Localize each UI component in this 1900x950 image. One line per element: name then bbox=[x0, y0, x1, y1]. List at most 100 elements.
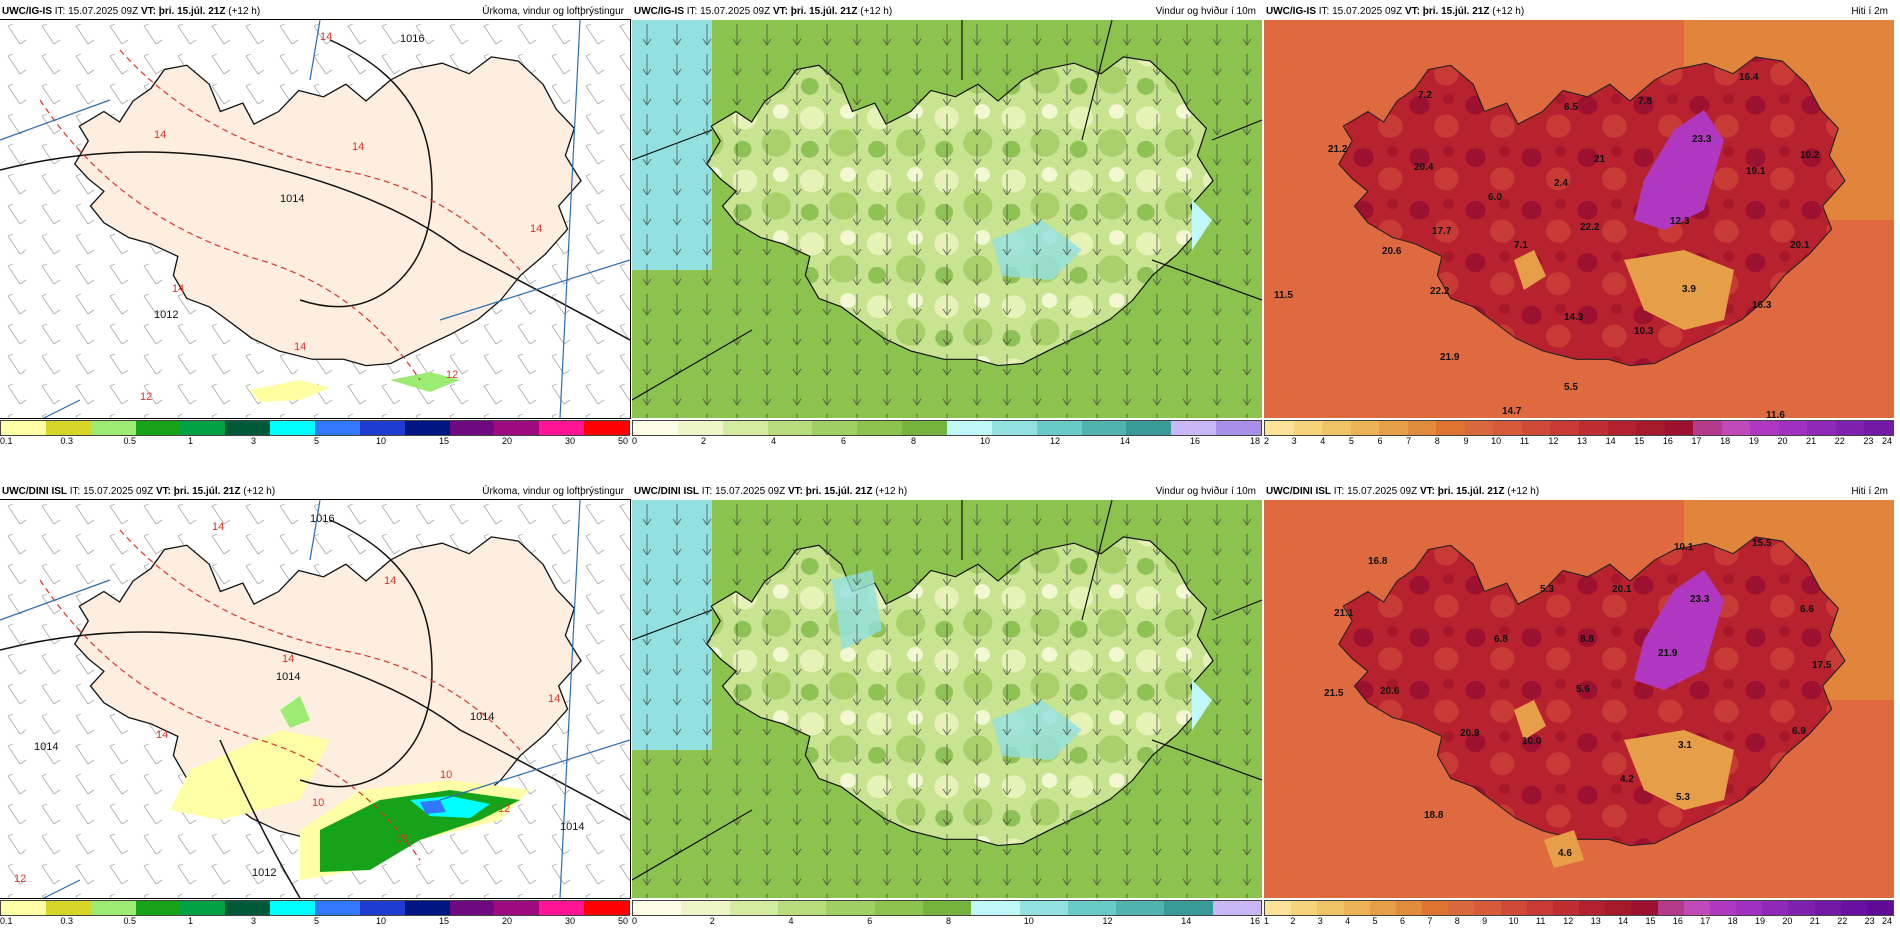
temp-label: 20.1 bbox=[1612, 584, 1632, 595]
colorbar-tick-label: 8 bbox=[1434, 436, 1440, 446]
temp-label: 11.5 bbox=[1274, 290, 1293, 301]
isobar-label: 1012 bbox=[154, 309, 178, 321]
colorbar-segment bbox=[584, 421, 630, 435]
temp-label: 23.3 bbox=[1692, 134, 1712, 145]
colorbar-segment bbox=[1212, 901, 1262, 915]
temp-label: 6.0 bbox=[1488, 192, 1502, 203]
colorbar-tick-label: 0.5 bbox=[123, 916, 137, 926]
temp-colorbar-ticks: 1 2 3 4 5 6 7 8 9 10 11 12 13 14 15 16 17 18 19 20 21 22 23 24 bbox=[1264, 916, 1894, 928]
panel-header: UWC/DINI ISL IT: 15.07.2025 09Z VT: þri.… bbox=[0, 484, 628, 500]
temp-label: 7.1 bbox=[1514, 240, 1528, 251]
colorbar-segment bbox=[874, 901, 923, 915]
precip-colorbar-ticks: 0.1 0.3 0.5 1 3 5 10 15 20 30 50 bbox=[0, 436, 630, 448]
vt-label: VT: bbox=[1419, 486, 1435, 497]
colorbar-tick-label: 10 bbox=[1491, 436, 1502, 446]
precip-map: 1016 1014 1012 14 14 14 14 14 14 12 12 bbox=[0, 19, 631, 419]
colorbar-segment bbox=[1709, 901, 1737, 915]
colorbar-segment bbox=[45, 421, 91, 435]
model-name: UWC/IG-IS bbox=[2, 6, 52, 17]
colorbar-tick-label: 5 bbox=[313, 436, 320, 446]
valid-time: þri. 15.júl. 21Z bbox=[173, 486, 241, 497]
temp-map: 16.8 10.1 15.5 5.3 20.1 23.3 6.6 21.1 6.… bbox=[1264, 500, 1894, 898]
isotherm-label: 10 bbox=[396, 833, 408, 845]
precip-area bbox=[250, 380, 330, 402]
graticule-line bbox=[0, 20, 630, 418]
isotherm-label: 14 bbox=[156, 729, 168, 741]
colorbar-segment bbox=[1778, 421, 1808, 435]
temp-label: 19.1 bbox=[1746, 166, 1766, 177]
colorbar-segment bbox=[1721, 421, 1751, 435]
panel-temp-igis: UWC/IG-IS IT: 15.07.2025 09Z VT: þri. 15… bbox=[1264, 0, 1894, 446]
temp-label: 6.9 bbox=[1792, 726, 1806, 737]
colorbar-segment bbox=[971, 901, 1020, 915]
colorbar-segment bbox=[1807, 421, 1836, 435]
it-label: IT: bbox=[69, 486, 81, 497]
precip-colorbar bbox=[0, 420, 630, 436]
isobar-label: 1012 bbox=[252, 867, 276, 879]
panel-wind-igis: UWC/IG-IS IT: 15.07.2025 09Z VT: þri. 15… bbox=[632, 0, 1262, 448]
temp-map: 7.2 6.5 7.8 16.4 23.3 10.2 19.1 21.2 20.… bbox=[1264, 20, 1894, 418]
panel-wind-dini: UWC/DINI ISL IT: 15.07.2025 09Z VT: þri.… bbox=[632, 480, 1262, 926]
colorbar-tick-label: 6 bbox=[1377, 436, 1383, 446]
colorbar-segment bbox=[1293, 421, 1323, 435]
colorbar-segment bbox=[90, 421, 136, 435]
colorbar-segment bbox=[1693, 421, 1722, 435]
temp-label: 21.5 bbox=[1324, 688, 1344, 699]
colorbar-tick-label: 11 bbox=[1536, 916, 1546, 926]
precip-map: 1016 1014 1014 1014 1012 1014 14 14 14 1… bbox=[0, 499, 631, 899]
colorbar-segment bbox=[1407, 421, 1437, 435]
colorbar-tick-label: 16 bbox=[1672, 916, 1683, 926]
precip-area bbox=[170, 730, 330, 820]
isotherm-label: 14 bbox=[212, 521, 224, 533]
init-time: 15.07.2025 09Z bbox=[1347, 486, 1418, 497]
temp-label: 3.1 bbox=[1678, 740, 1692, 751]
colorbar-tick-label: 0.3 bbox=[60, 436, 74, 446]
colorbar-tick-label: 14 bbox=[1119, 436, 1131, 446]
colorbar-tick-label: 15 bbox=[1645, 916, 1656, 926]
colorbar-tick-label: 13 bbox=[1576, 436, 1588, 446]
isobar-line bbox=[0, 631, 630, 821]
colorbar-tick-label: 4 bbox=[1345, 916, 1351, 926]
wind-colorbar bbox=[632, 900, 1262, 916]
temp-map-svg bbox=[1264, 500, 1894, 898]
colorbar-segment bbox=[1448, 901, 1475, 915]
colorbar-segment bbox=[1664, 421, 1694, 435]
isobar-label: 1014 bbox=[560, 821, 584, 833]
colorbar-segment bbox=[1840, 901, 1867, 915]
valid-time: þri. 15.júl. 21Z bbox=[158, 6, 226, 17]
colorbar-tick-label: 6 bbox=[1399, 916, 1405, 926]
colorbar-segment bbox=[315, 421, 360, 435]
colorbar-segment bbox=[857, 421, 903, 435]
colorbar-segment bbox=[1171, 421, 1217, 435]
colorbar-segment bbox=[1, 421, 46, 435]
colorbar-segment bbox=[1216, 421, 1262, 435]
panel-header: UWC/DINI ISL IT: 15.07.2025 09Z VT: þri.… bbox=[632, 484, 1260, 500]
colorbar-segment bbox=[404, 421, 450, 435]
colorbar-tick-label: 24 bbox=[1881, 436, 1893, 446]
colorbar-segment bbox=[539, 901, 585, 915]
isotherm-line bbox=[39, 99, 421, 381]
temp-label: 16.8 bbox=[1368, 556, 1388, 567]
lead-time: (+12 h) bbox=[1492, 6, 1525, 17]
colorbar-tick-label: 0 bbox=[632, 436, 638, 446]
colorbar-tick-label: 4 bbox=[788, 916, 794, 926]
colorbar-tick-label: 4 bbox=[1320, 436, 1326, 446]
colorbar-segment bbox=[633, 421, 678, 435]
colorbar-tick-label: 23 bbox=[1863, 436, 1874, 446]
panel-header: UWC/IG-IS IT: 15.07.2025 09Z VT: þri. 15… bbox=[1264, 4, 1892, 20]
colorbar-tick-label: 0.1 bbox=[0, 916, 13, 926]
colorbar-segment bbox=[270, 901, 316, 915]
temp-label: 10.1 bbox=[1674, 542, 1694, 553]
colorbar-segment bbox=[1866, 901, 1894, 915]
colorbar-tick-label: 12 bbox=[1102, 916, 1113, 926]
wind-colorbar-ticks: 0 2 4 6 8 10 12 14 16 18 bbox=[632, 436, 1262, 448]
panel-title: Hiti í 2m bbox=[1851, 486, 1888, 497]
lead-time: (+12 h) bbox=[228, 6, 261, 17]
colorbar-segment bbox=[404, 901, 450, 915]
colorbar-segment bbox=[812, 421, 858, 435]
init-time: 15.07.2025 09Z bbox=[700, 6, 771, 17]
isotherm-label: 10 bbox=[312, 797, 324, 809]
panel-title: Hiti í 2m bbox=[1851, 6, 1888, 17]
colorbar-segment bbox=[90, 901, 136, 915]
isotherm-label: 14 bbox=[172, 283, 184, 295]
